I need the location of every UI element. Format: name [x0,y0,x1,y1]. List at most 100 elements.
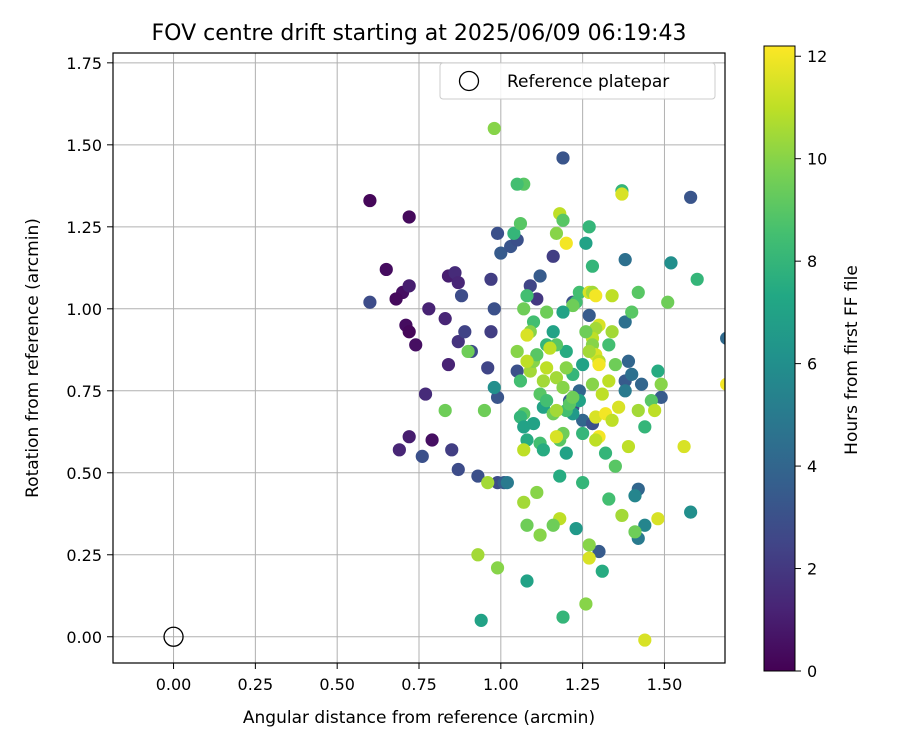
data-point [592,544,606,559]
data-point [540,394,554,408]
data-point [589,289,603,303]
colorbar-tick-label: 8 [807,252,817,271]
data-point [536,443,550,457]
x-tick-label: 0.00 [156,675,192,694]
scatter-points [163,121,725,647]
data-point [363,193,377,208]
data-point [454,289,469,303]
data-point [625,305,639,319]
y-tick-label: 1.50 [66,136,102,155]
data-point [684,190,698,204]
data-point [608,459,622,473]
data-point [402,279,416,293]
data-point [402,210,416,224]
colorbar-ticks: 0 2 4 6 8 10 12 [795,47,827,681]
y-tick-label: 0.75 [66,382,102,401]
y-axis-label: Rotation from reference (arcmin) [23,218,43,498]
data-point [513,216,528,231]
data-point [484,272,498,286]
data-point [621,354,636,368]
colorbar-tick-label: 10 [807,150,827,169]
data-point [402,325,416,339]
legend-label-reference: Reference platepar [507,72,669,92]
data-point [556,151,570,165]
colorbar-tick-label: 12 [807,47,827,66]
data-point [634,377,649,391]
data-point [445,443,459,457]
data-point [602,374,616,388]
y-tick-label: 1.25 [66,218,102,237]
data-point [582,538,596,552]
data-point [526,416,541,431]
data-point [559,236,573,250]
data-point [559,361,573,375]
data-point [530,348,544,362]
data-point [481,476,495,490]
data-point [520,574,534,588]
data-point [579,236,593,250]
data-point [549,371,564,385]
data-point [625,367,639,381]
data-point [392,443,406,457]
data-point [540,361,554,375]
data-point [595,387,609,401]
data-point [579,325,593,339]
data-point [556,213,570,227]
data-point [631,403,645,418]
data-point [549,430,564,444]
data-point [543,341,557,355]
data-point [605,325,619,339]
data-point [608,357,622,372]
data-point [602,338,616,352]
data-point [520,289,534,303]
data-point [585,377,600,391]
data-point [576,426,590,441]
data-point [546,325,560,339]
y-tick-label: 0.00 [66,628,102,647]
data-point [654,377,668,391]
chart-title: FOV centre drift starting at 2025/06/09 … [152,21,687,46]
data-point [628,525,642,539]
y-tick-label: 1.75 [66,54,102,73]
data-point [602,492,616,506]
data-point [582,344,596,359]
data-point [520,354,534,368]
data-point [576,357,590,372]
data-point [569,521,583,536]
colorbar-label: Hours from first FF file [842,265,862,455]
reference-platepar-marker [163,626,184,647]
y-tick-label: 1.00 [66,300,102,319]
legend-box [439,62,716,100]
data-point [598,446,613,460]
data-point [559,446,573,460]
x-axis-label: Angular distance from reference (arcmin) [243,708,595,728]
data-point [487,302,501,316]
data-point [500,476,514,490]
data-point [438,403,452,418]
data-point [481,361,495,375]
data-point [546,249,560,263]
x-tick-label: 1.00 [483,675,519,694]
data-point [720,331,725,345]
legend: Reference platepar [439,62,716,100]
data-point [418,387,433,401]
data-point [638,518,652,532]
colorbar-tick-label: 4 [807,457,817,476]
data-point [582,220,596,234]
data-point [618,315,632,329]
data-point [651,512,665,526]
data-point [477,403,492,418]
data-point [618,384,632,398]
data-point [582,551,596,565]
data-point [618,253,632,267]
x-tick-label: 1.25 [565,675,601,694]
data-point [553,469,567,483]
data-point [549,403,564,418]
data-point [458,325,472,339]
data-point [615,187,629,201]
data-point [638,633,652,647]
data-point [490,226,505,240]
data-point [438,312,452,326]
data-point [474,613,488,627]
